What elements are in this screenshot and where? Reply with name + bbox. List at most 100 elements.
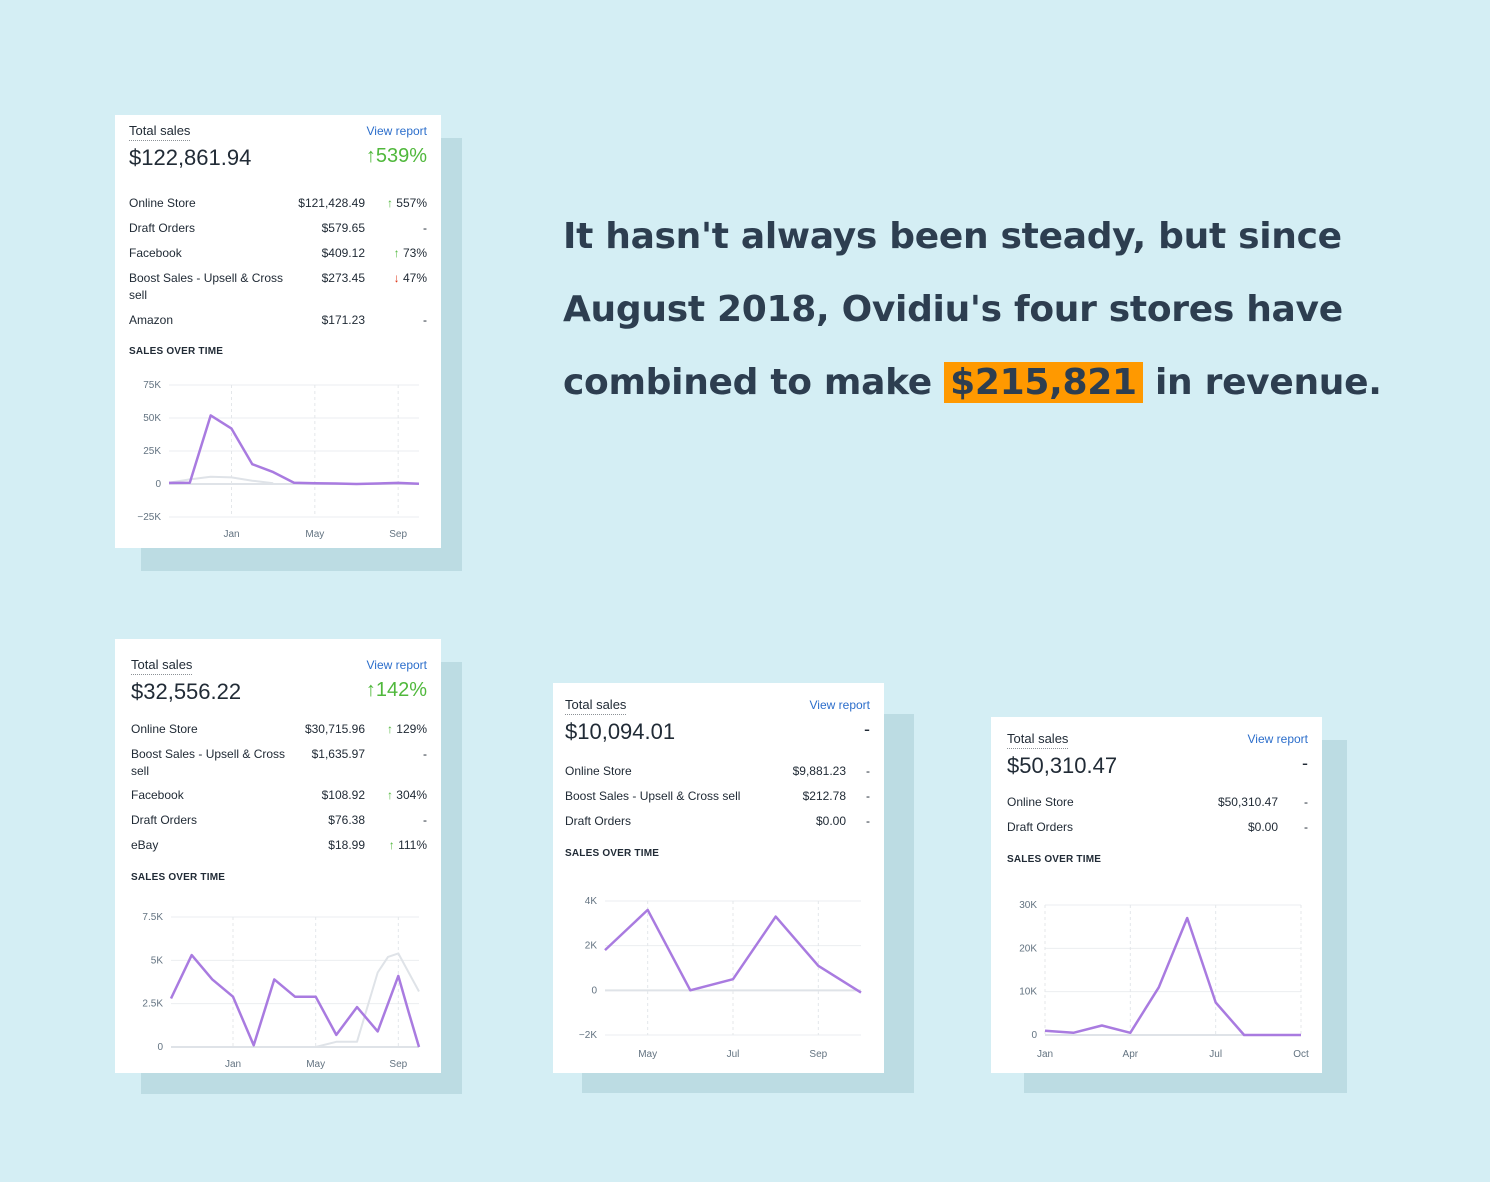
channel-name: Facebook — [131, 788, 184, 802]
y-tick-label: 0 — [155, 479, 161, 490]
channel-value: $9,881.23 — [792, 764, 846, 778]
channel-change: ↑ 111% — [388, 838, 427, 852]
headline-part-2: in revenue. — [1142, 362, 1382, 403]
x-tick-label: Jan — [225, 1059, 241, 1070]
channel-value: $30,715.96 — [304, 722, 365, 736]
sales-chart: 75K 50K 25K 0 −25K Jan May Sep — [137, 380, 420, 540]
channel-value: $108.92 — [321, 788, 365, 802]
channel-change: ↑ 73% — [393, 246, 427, 260]
total-amount: $122,861.94 — [129, 145, 252, 170]
channel-name: Online Store — [129, 196, 196, 210]
y-tick-label: 4K — [585, 896, 598, 907]
revenue-highlight: $215,821 — [944, 362, 1143, 403]
y-tick-label: 20K — [1019, 943, 1037, 954]
channel-row: Draft Orders $579.65 - — [129, 220, 427, 245]
arrow-up-icon: ↑ — [386, 722, 393, 736]
y-tick-label: 75K — [143, 380, 161, 391]
card-title: Total sales — [565, 697, 627, 715]
channel-row: Online Store $30,715.96 ↑ 129% — [131, 721, 427, 746]
channel-value: $1,635.97 — [311, 747, 365, 761]
channel-row: Boost Sales - Upsell & Cross sell $1,635… — [131, 746, 427, 787]
x-tick-label: Sep — [389, 1059, 407, 1070]
channel-change: - — [1304, 820, 1308, 834]
channel-change: - — [423, 221, 427, 235]
channel-name: Online Store — [131, 722, 198, 736]
channel-name: Draft Orders — [131, 813, 198, 827]
x-tick-label: Oct — [1293, 1049, 1309, 1060]
x-tick-label: Sep — [809, 1049, 827, 1060]
total-amount: $32,556.22 — [131, 679, 242, 704]
channel-row: Online Store $50,310.47 - — [1007, 794, 1308, 819]
total-amount: $10,094.01 — [565, 719, 676, 744]
total-sales-card-1: Total sales View report $122,861.94 ↑539… — [115, 115, 441, 548]
x-tick-label: Sep — [389, 529, 407, 540]
total-change: - — [864, 719, 870, 739]
arrow-up-icon: ↑ — [393, 246, 400, 260]
sales-over-time-label: SALES OVER TIME — [129, 346, 224, 357]
current-series-line — [604, 908, 862, 994]
channel-change: - — [423, 813, 427, 827]
headline-text: It hasn't always been steady, but since … — [563, 200, 1443, 419]
x-tick-label: Apr — [1123, 1049, 1139, 1060]
channel-row: eBay $18.99 ↑ 111% — [131, 837, 427, 862]
channel-row: Draft Orders $0.00 - — [565, 813, 870, 838]
channel-change: ↑ 557% — [386, 196, 427, 210]
y-tick-label: 0 — [157, 1042, 163, 1053]
channel-row: Facebook $409.12 ↑ 73% — [129, 245, 427, 270]
channel-name: Boost Sales - Upsell & Cross sell — [131, 747, 286, 778]
channel-value: $579.65 — [321, 221, 365, 235]
x-tick-label: May — [306, 1059, 325, 1070]
channel-change: - — [866, 764, 870, 778]
channel-value: $76.38 — [328, 813, 365, 827]
channel-value: $0.00 — [815, 814, 846, 828]
channel-change: ↑ 129% — [386, 722, 427, 736]
channel-change: ↓ 47% — [393, 271, 427, 285]
arrow-up-icon: ↑ — [386, 196, 393, 210]
x-tick-label: Jul — [727, 1049, 740, 1060]
channel-name: Draft Orders — [565, 814, 632, 828]
channel-value: $171.23 — [321, 313, 365, 327]
view-report-link[interactable]: View report — [366, 124, 427, 138]
x-tick-label: May — [305, 529, 324, 540]
y-tick-label: 0 — [591, 985, 597, 996]
y-tick-label: −25K — [137, 512, 161, 523]
channel-value: $0.00 — [1247, 820, 1278, 834]
total-sales-card-4: Total sales View report $50,310.47 - Onl… — [991, 717, 1322, 1073]
channel-value: $50,310.47 — [1217, 795, 1278, 809]
arrow-down-icon: ↓ — [393, 271, 400, 285]
arrow-up-icon: ↑ — [388, 838, 395, 852]
y-tick-label: 25K — [143, 446, 161, 457]
view-report-link[interactable]: View report — [1247, 732, 1308, 746]
y-tick-label: 10K — [1019, 987, 1037, 998]
y-tick-label: 7.5K — [142, 912, 163, 923]
channel-row: Online Store $9,881.23 - — [565, 763, 870, 788]
sales-channel-list: Online Store $9,881.23 - Boost Sales - U… — [565, 763, 870, 838]
channel-name: eBay — [131, 838, 159, 852]
total-change: ↑142% — [365, 679, 427, 701]
channel-row: Facebook $108.92 ↑ 304% — [131, 787, 427, 812]
total-amount: $50,310.47 — [1007, 753, 1118, 778]
channel-value: $18.99 — [328, 838, 365, 852]
sales-chart: 7.5K 5K 2.5K 0 Jan May Sep — [142, 912, 421, 1070]
sales-over-time-label: SALES OVER TIME — [565, 848, 660, 859]
channel-name: Boost Sales - Upsell & Cross sell — [565, 789, 741, 803]
channel-value: $212.78 — [802, 789, 846, 803]
arrow-up-icon: ↑ — [386, 788, 393, 802]
view-report-link[interactable]: View report — [366, 658, 427, 672]
channel-row: Online Store $121,428.49 ↑ 557% — [129, 195, 427, 220]
channel-change: - — [1304, 795, 1308, 809]
card-title: Total sales — [129, 123, 191, 141]
previous-series-line — [168, 475, 274, 485]
current-series-line — [169, 953, 421, 1048]
channel-value: $273.45 — [321, 271, 365, 285]
sales-channel-list: Online Store $121,428.49 ↑ 557% Draft Or… — [129, 195, 427, 337]
channel-name: Draft Orders — [129, 221, 196, 235]
view-report-link[interactable]: View report — [809, 698, 870, 712]
total-sales-card-2: Total sales View report $32,556.22 ↑142%… — [115, 639, 441, 1073]
channel-row: Boost Sales - Upsell & Cross sell $273.4… — [129, 270, 427, 312]
y-tick-label: −2K — [579, 1030, 597, 1041]
y-tick-label: 5K — [151, 955, 164, 966]
channel-name: Boost Sales - Upsell & Cross sell — [129, 271, 284, 302]
current-series-line — [1044, 916, 1301, 1037]
y-tick-label: 30K — [1019, 900, 1037, 911]
